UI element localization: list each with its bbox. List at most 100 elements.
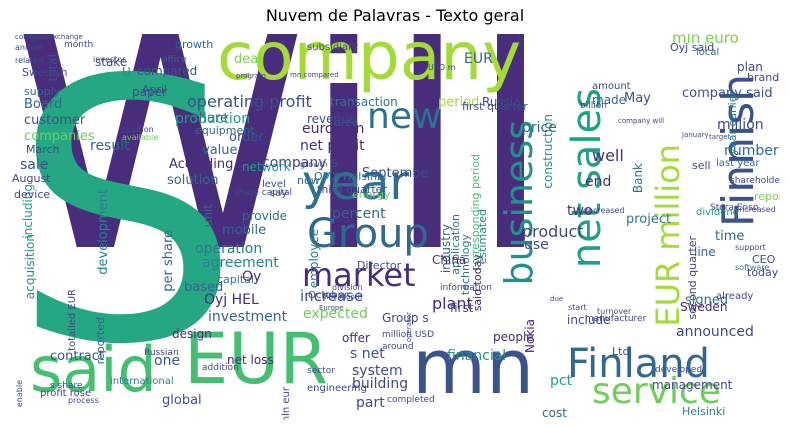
- cloud-word-start: start: [568, 303, 587, 312]
- cloud-word-first-quarter: first quarter: [462, 100, 528, 113]
- cloud-word-europe: Europe: [319, 304, 344, 312]
- cloud-word-russia: Russia: [482, 95, 521, 109]
- cloud-word-net-profit: net profit: [300, 138, 365, 154]
- cloud-word-second-quarter: second quarter: [686, 236, 699, 320]
- cloud-word-sale: sale: [20, 157, 49, 173]
- cloud-word-division: division: [332, 283, 363, 292]
- cloud-word-month: month: [64, 40, 94, 50]
- cloud-word-supply: supply: [24, 85, 61, 98]
- cloud-word-building: building: [352, 376, 409, 392]
- cloud-word-sector: sector: [307, 366, 335, 376]
- cloud-word-contract: contract: [50, 349, 104, 364]
- cloud-word-company-s: company s: [262, 155, 339, 171]
- cloud-word-companies: companies: [24, 129, 95, 144]
- chart-title: Nuvem de Palavras - Texto geral: [265, 6, 525, 25]
- cloud-word-based: based: [184, 280, 224, 295]
- cloud-word-well: well: [592, 146, 624, 165]
- cloud-word-estimated: estimated: [476, 209, 489, 265]
- cloud-word-mln-eur: mln eur: [281, 387, 292, 420]
- cloud-word-group: Group: [307, 211, 429, 257]
- cloud-word-level: level: [262, 179, 286, 190]
- cloud-word-say: say: [270, 188, 288, 199]
- cloud-word-decreased: decreased: [583, 206, 625, 215]
- cloud-word-business: business: [497, 120, 541, 286]
- cloud-word-service: service: [592, 371, 721, 412]
- cloud-word-operator: operator: [405, 312, 413, 343]
- cloud-word-solution: solution: [167, 173, 219, 188]
- cloud-word-eur: EUR: [464, 51, 493, 67]
- cloud-word-totalled-eur: totalled EUR: [67, 289, 78, 351]
- cloud-word-end: end: [585, 174, 612, 190]
- cloud-word-part: part: [356, 395, 385, 411]
- cloud-word-international: international: [110, 376, 174, 387]
- cloud-word-omx-helsinki: OMX Helsinki: [314, 170, 387, 183]
- cloud-word-available: available: [122, 133, 159, 142]
- cloud-word-software: software: [735, 263, 770, 272]
- cloud-word-transaction: transaction: [330, 95, 398, 109]
- cloud-word-cost: cost: [542, 406, 567, 420]
- cloud-word-mln-euro: mln euro: [672, 34, 739, 47]
- cloud-word-support: support: [735, 243, 766, 252]
- cloud-word-market: market: [302, 256, 416, 294]
- cloud-word-completed: completed: [387, 395, 435, 405]
- cloud-word-stake: stake: [95, 55, 128, 69]
- cloud-word-april: April: [142, 83, 168, 96]
- cloud-word-mobile: mobile: [222, 223, 267, 238]
- cloud-word-profit-rose: profit rose: [40, 388, 92, 399]
- cloud-word-price: price: [522, 120, 557, 136]
- cloud-word-billion: billion: [580, 101, 607, 111]
- cloud-word-shareholder: shareholder: [730, 176, 780, 186]
- cloud-word-director: Director: [357, 259, 402, 272]
- cloud-word-million: million: [717, 117, 764, 133]
- cloud-word-company-said: company said: [682, 86, 773, 101]
- cloud-word-oy: Oy: [242, 269, 262, 285]
- cloud-word-eur: EUR: [184, 318, 329, 400]
- cloud-word-now: now: [297, 174, 320, 187]
- cloud-word-septembe: Septembe: [362, 166, 429, 181]
- cloud-word-time: time: [715, 229, 745, 244]
- cloud-word-first: first: [450, 301, 474, 315]
- cloud-word-january: January: [682, 131, 709, 139]
- cloud-word-developed: developed: [655, 365, 703, 375]
- cloud-word-growth: growth: [300, 160, 328, 169]
- cloud-word-year: year: [302, 155, 410, 211]
- cloud-word-addition: addition: [202, 363, 239, 373]
- cloud-word-russian: Russian: [144, 348, 179, 358]
- cloud-word-stock-exchange: Stock Exchange: [27, 34, 83, 41]
- cloud-word-s: S: [12, 34, 241, 420]
- cloud-word-company-will: company will: [618, 117, 665, 125]
- cloud-word-one: one: [154, 353, 181, 369]
- cloud-word-board: Board: [24, 97, 63, 112]
- cloud-word-turnover: turnover: [597, 307, 632, 316]
- cloud-word-plan: plan: [737, 60, 763, 74]
- cloud-word-growth: growth: [175, 38, 214, 51]
- cloud-word-local: local: [696, 47, 720, 58]
- cloud-word-sweden: Sweden: [680, 300, 728, 314]
- cloud-word-investor: investor: [93, 55, 126, 64]
- cloud-word-made: made: [592, 93, 627, 107]
- cloud-word-announced: announced: [676, 324, 754, 340]
- cloud-word-project: project: [626, 212, 672, 227]
- cloud-word-last-year: last year: [716, 158, 760, 169]
- cloud-word-period: period: [438, 95, 480, 110]
- cloud-word-offer: offer: [342, 331, 370, 345]
- cloud-word-swedish: Swedish: [22, 66, 68, 79]
- cloud-word-include: include: [567, 313, 611, 327]
- cloud-word-company: company: [217, 34, 522, 95]
- cloud-word-investment: investment: [208, 309, 288, 325]
- cloud-word-operation: operation: [195, 241, 263, 257]
- cloud-word-s-share: s share: [50, 381, 83, 391]
- cloud-word-october: October: [308, 290, 349, 301]
- cloud-word-percent: percent: [332, 206, 386, 222]
- cloud-word-may: May: [624, 91, 651, 106]
- cloud-word-dividend: dividend: [696, 207, 740, 218]
- cloud-word-acquisition: acquisition: [23, 234, 37, 300]
- cloud-word-capital: capital: [217, 273, 254, 286]
- cloud-word-amount: amount: [592, 81, 631, 92]
- cloud-word-development: development: [96, 189, 111, 275]
- cloud-word-share: share: [192, 111, 229, 126]
- cloud-word-target: target: [709, 133, 731, 141]
- cloud-word-mn: mn: [412, 322, 535, 411]
- cloud-word-line: line: [694, 245, 716, 259]
- cloud-word-according: According: [169, 157, 234, 172]
